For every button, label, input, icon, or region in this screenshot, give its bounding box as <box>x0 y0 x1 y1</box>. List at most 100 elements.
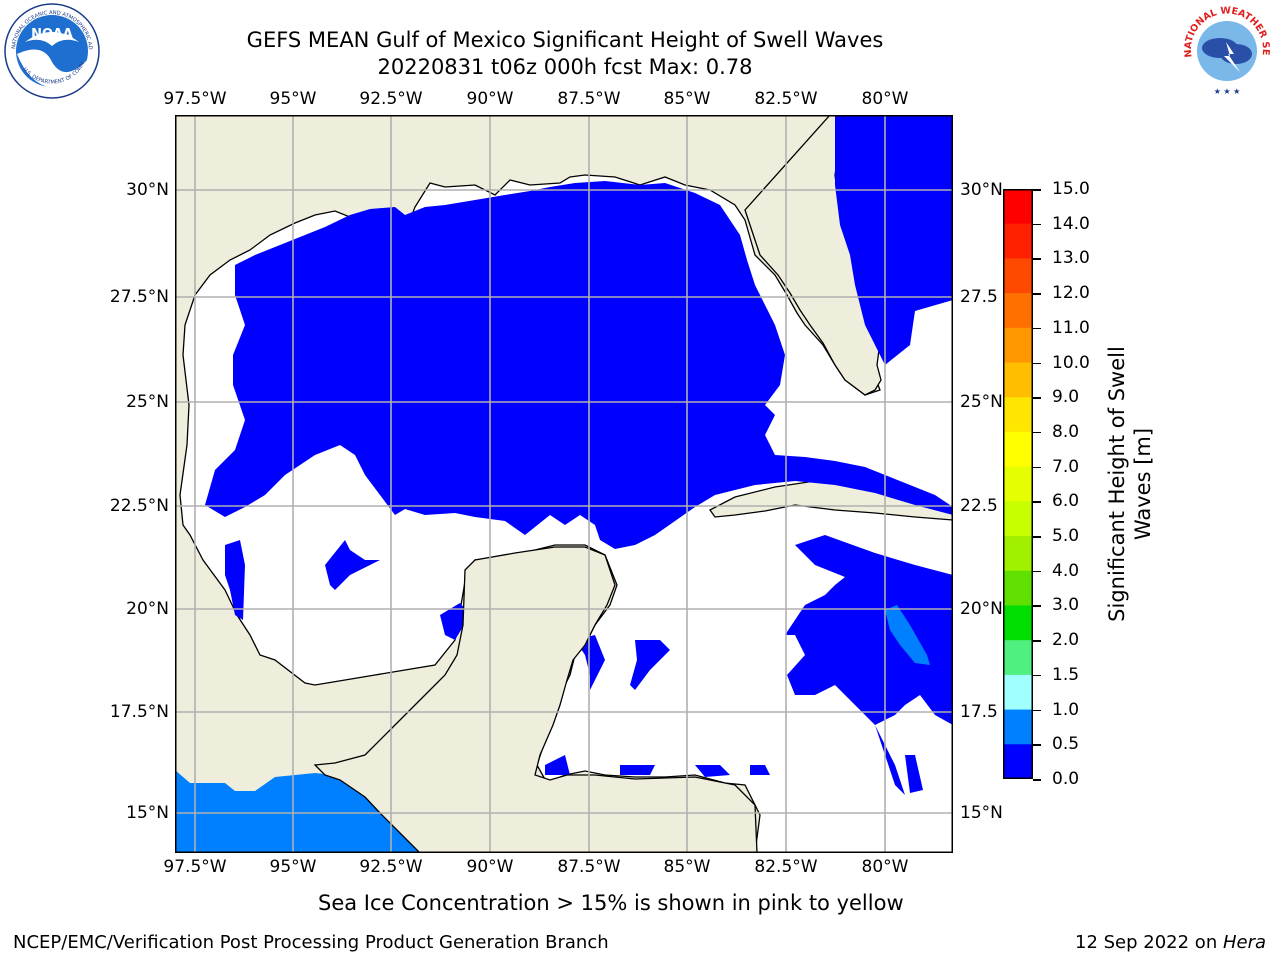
colorbar-bin <box>1003 744 1033 779</box>
colorbar-bin <box>1003 431 1033 468</box>
credits-left: NCEP/EMC/Verification Post Processing Pr… <box>13 932 609 953</box>
colorbar-tick-mark <box>1033 397 1041 399</box>
lon-label-top: 95°W <box>269 89 317 109</box>
colorbar-tick-mark <box>1033 431 1041 434</box>
colorbar-tick-label: 11.0 <box>1052 317 1090 338</box>
colorbar-bin <box>1003 536 1033 572</box>
colorbar-bin <box>1003 293 1033 329</box>
svg-text:★ ★ ★: ★ ★ ★ <box>1214 87 1241 96</box>
colorbar-tick-label: 12.0 <box>1052 283 1090 304</box>
lat-label-right: 25°N <box>960 392 1003 412</box>
colorbar-tick-mark <box>1033 779 1041 781</box>
lat-label-left: 20°N <box>126 599 169 619</box>
colorbar-tick-label: 8.0 <box>1052 421 1080 442</box>
colorbar-bin <box>1003 674 1033 711</box>
colorbar-bin <box>1003 223 1033 259</box>
colorbar-tick-mark <box>1033 536 1041 538</box>
colorbar-tick-mark <box>1033 189 1041 191</box>
colorbar-tick-label: 14.0 <box>1052 213 1090 234</box>
colorbar-tick-label: 0.5 <box>1052 734 1080 755</box>
lat-label-left: 30°N <box>126 180 169 200</box>
colorbar-tick-mark <box>1033 258 1041 260</box>
map-subtitle: 20220831 t06z 000h fcst Max: 0.78 <box>377 55 753 79</box>
credits-host: Hera <box>1222 932 1266 953</box>
colorbar-tick-label: 7.0 <box>1052 456 1080 477</box>
lat-label-left: 27.5°N <box>109 287 169 307</box>
lon-label-top: 90°W <box>466 89 514 109</box>
noaa-logo: NOAA NATIONAL OCEANIC AND ATMOSPHERIC AD… <box>3 2 100 99</box>
colorbar-tick-label: 10.0 <box>1052 352 1090 373</box>
colorbar-bin <box>1003 397 1033 433</box>
lon-label-bottom: 92.5°W <box>359 857 423 877</box>
colorbar-tick-label: 15.0 <box>1052 179 1090 199</box>
colorbar-tick-mark <box>1033 293 1041 295</box>
map-panel <box>175 115 953 853</box>
colorbar-tick-mark <box>1033 362 1041 365</box>
lon-label-top: 87.5°W <box>557 89 621 109</box>
colorbar-tick-label: 3.0 <box>1052 595 1080 616</box>
colorbar-title: Significant Height of Swell Waves [m] <box>1105 346 1155 622</box>
lat-label-right: 20°N <box>960 599 1003 619</box>
colorbar-bin <box>1003 362 1033 398</box>
colorbar-bin <box>1003 570 1033 606</box>
colorbar-tick-label: 1.5 <box>1052 664 1080 685</box>
colorbar-border <box>1003 189 1033 779</box>
colorbar-tick-label: 0.0 <box>1052 769 1080 789</box>
lon-label-bottom: 95°W <box>269 857 317 877</box>
colorbar-bin <box>1003 709 1033 745</box>
pacific-swell-field <box>175 770 420 853</box>
yucatan-peninsula <box>313 546 758 853</box>
lat-label-left: 15°N <box>126 803 169 823</box>
lon-label-bottom: 90°W <box>466 857 514 877</box>
lat-label-right: 22.5 <box>960 496 998 516</box>
colorbar-tick-label: 6.0 <box>1052 491 1080 512</box>
noaa-logo-text: NOAA <box>31 27 73 42</box>
colorbar-tick-mark <box>1033 327 1041 330</box>
lat-label-left: 17.5°N <box>109 702 169 722</box>
lon-label-top: 82.5°W <box>754 89 818 109</box>
colorbar-tick-label: 1.0 <box>1052 699 1080 720</box>
lat-label-right: 27.5 <box>960 287 998 307</box>
lat-label-left: 25°N <box>126 392 169 412</box>
colorbar-tick-label: 9.0 <box>1052 387 1080 408</box>
colorbar-tick-label: 13.0 <box>1052 248 1090 269</box>
colorbar-bin <box>1003 605 1033 641</box>
credits-date: 12 Sep 2022 on <box>1075 932 1223 953</box>
colorbar-tick-mark <box>1033 744 1041 746</box>
colorbar-bin <box>1003 501 1033 537</box>
lon-label-top: 97.5°W <box>163 89 227 109</box>
colorbar-tick-mark <box>1033 605 1041 607</box>
lon-label-top: 80°W <box>861 89 909 109</box>
lon-label-top: 92.5°W <box>359 89 423 109</box>
colorbar-tick-mark <box>1033 501 1041 503</box>
colorbar-bin <box>1003 466 1033 502</box>
lon-label-bottom: 85°W <box>663 857 711 877</box>
colorbar-tick-mark <box>1033 640 1041 642</box>
colorbar-tick-label: 2.0 <box>1052 630 1080 651</box>
swell-field-mid <box>885 605 930 665</box>
colorbar-bin <box>1003 327 1033 364</box>
swell-field-low <box>205 115 953 795</box>
lon-label-top: 85°W <box>663 89 711 109</box>
colorbar-bin <box>1003 189 1033 225</box>
lat-label-left: 22.5°N <box>109 496 169 516</box>
colorbar-tick-label: 5.0 <box>1052 526 1080 547</box>
lon-label-bottom: 87.5°W <box>557 857 621 877</box>
colorbar-tick-mark <box>1033 466 1041 469</box>
sea-ice-note: Sea Ice Concentration > 15% is shown in … <box>318 891 904 915</box>
map-title: GEFS MEAN Gulf of Mexico Significant Hei… <box>246 28 884 52</box>
lat-label-right: 17.5 <box>960 702 998 722</box>
map-gridlines <box>175 115 953 853</box>
lon-label-bottom: 82.5°W <box>754 857 818 877</box>
lat-label-right: 30°N <box>960 180 1003 200</box>
credits-right: 12 Sep 2022 on Hera <box>1075 932 1266 953</box>
colorbar-tick-label: 4.0 <box>1052 560 1080 581</box>
nws-logo: NATIONAL WEATHER SERVICE ★ ★ ★ <box>1178 2 1274 98</box>
colorbar-tick-mark <box>1033 223 1041 226</box>
colorbar-tick-mark <box>1033 570 1041 573</box>
colorbar <box>1003 189 1033 779</box>
colorbar-tick-mark <box>1033 709 1041 712</box>
colorbar-bin <box>1003 640 1033 676</box>
colorbar-bin <box>1003 258 1033 294</box>
cuba-island <box>709 480 953 521</box>
